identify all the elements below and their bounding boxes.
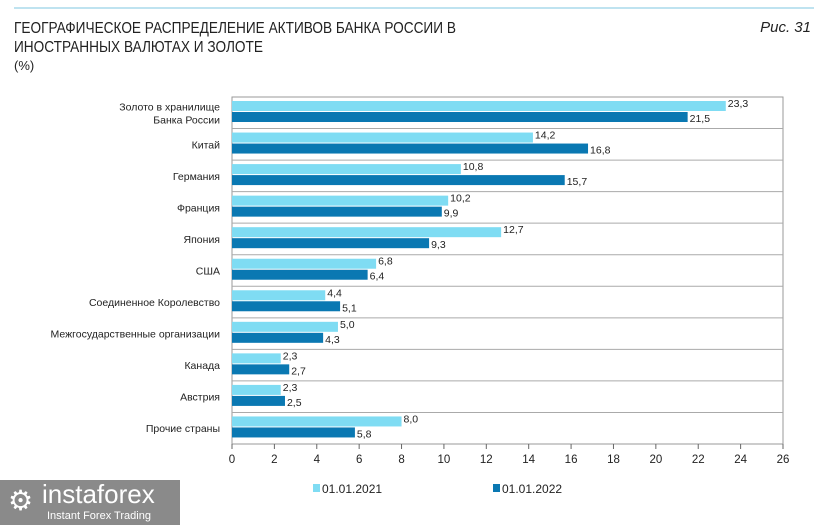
category-label: Япония	[184, 234, 220, 246]
data-label: 14,2	[535, 130, 556, 142]
figure-label: Рис. 31	[760, 19, 811, 36]
category-label: Китай	[192, 139, 221, 151]
x-tick-label: 2	[271, 454, 277, 466]
bar-01.01.2021	[232, 321, 338, 332]
instaforex-watermark: ⚙ instaforex Instant Forex Trading	[0, 480, 180, 525]
category-label: Канада	[184, 360, 220, 372]
data-label: 2,3	[283, 382, 298, 394]
x-tick-label: 8	[398, 454, 404, 466]
bar-01.01.2021	[232, 416, 402, 427]
legend-swatch	[313, 484, 320, 492]
data-label: 15,7	[567, 176, 588, 188]
data-label: 5,0	[340, 319, 355, 331]
x-tick-label: 14	[522, 454, 535, 466]
x-tick-label: 26	[777, 454, 790, 466]
watermark-tagline: Instant Forex Trading	[47, 510, 151, 522]
legend-swatch	[493, 484, 500, 492]
data-label: 2,5	[287, 397, 302, 409]
legend-label: 01.01.2022	[502, 482, 562, 496]
x-tick-label: 6	[356, 454, 362, 466]
category-label: Банка России	[153, 114, 220, 126]
data-label: 9,9	[444, 208, 459, 220]
x-tick-label: 0	[229, 454, 235, 466]
data-label: 4,3	[325, 334, 340, 346]
data-label: 6,4	[370, 271, 385, 283]
bar-01.01.2022	[232, 143, 589, 154]
bar-01.01.2022	[232, 364, 290, 375]
bar-01.01.2021	[232, 227, 502, 238]
category-label: США	[196, 266, 220, 278]
category-label: Межгосударственные организации	[51, 329, 221, 341]
category-label: Золото в хранилище	[119, 101, 220, 113]
x-tick-label: 24	[734, 454, 747, 466]
x-tick-label: 12	[480, 454, 493, 466]
category-label: Прочие страны	[146, 423, 220, 435]
data-label: 2,3	[283, 350, 298, 362]
x-tick-label: 16	[565, 454, 578, 466]
data-label: 5,8	[357, 428, 372, 440]
x-tick-label: 10	[438, 454, 451, 466]
top-rule	[14, 7, 814, 9]
category-label: Соединенное Королевство	[89, 297, 220, 309]
category-label: Франция	[177, 202, 220, 214]
bar-01.01.2021	[232, 290, 326, 301]
bar-01.01.2022	[232, 112, 688, 122]
data-label: 21,5	[690, 113, 711, 125]
watermark-brand: instaforex	[42, 479, 155, 509]
bar-01.01.2022	[232, 175, 565, 186]
bar-01.01.2022	[232, 395, 285, 406]
data-label: 12,7	[503, 224, 524, 236]
bar-01.01.2022	[232, 269, 368, 280]
bar-01.01.2022	[232, 238, 430, 249]
bar-01.01.2022	[232, 427, 355, 438]
data-label: 4,4	[327, 287, 342, 299]
data-label: 10,8	[463, 161, 484, 173]
bar-01.01.2021	[232, 101, 726, 111]
bar-01.01.2021	[232, 258, 377, 269]
category-label: Германия	[173, 171, 220, 183]
data-label: 9,3	[431, 239, 446, 251]
bar-01.01.2022	[232, 332, 324, 343]
data-label: 8,0	[404, 413, 419, 425]
data-label: 5,1	[342, 302, 357, 314]
bar-01.01.2021	[232, 132, 533, 143]
x-tick-label: 22	[692, 454, 705, 466]
gear-logo-icon: ⚙	[8, 485, 34, 516]
data-label: 16,8	[590, 145, 611, 157]
data-label: 6,8	[378, 256, 393, 268]
chart-title: ГЕОГРАФИЧЕСКОЕ РАСПРЕДЕЛЕНИЕ АКТИВОВ БАН…	[14, 20, 456, 56]
bar-01.01.2022	[232, 301, 341, 312]
x-tick-label: 18	[607, 454, 620, 466]
category-label: Австрия	[180, 392, 220, 404]
unit-label: (%)	[14, 58, 35, 73]
x-tick-label: 20	[649, 454, 662, 466]
x-tick-label: 4	[314, 454, 321, 466]
bar-01.01.2022	[232, 206, 442, 217]
bar-01.01.2021	[232, 353, 281, 364]
data-label: 2,7	[291, 365, 306, 377]
legend-label: 01.01.2021	[322, 482, 382, 496]
bar-01.01.2021	[232, 195, 449, 206]
data-label: 10,2	[450, 193, 471, 205]
data-label: 23,3	[728, 98, 749, 110]
bar-01.01.2021	[232, 164, 461, 175]
bar-01.01.2021	[232, 384, 281, 395]
